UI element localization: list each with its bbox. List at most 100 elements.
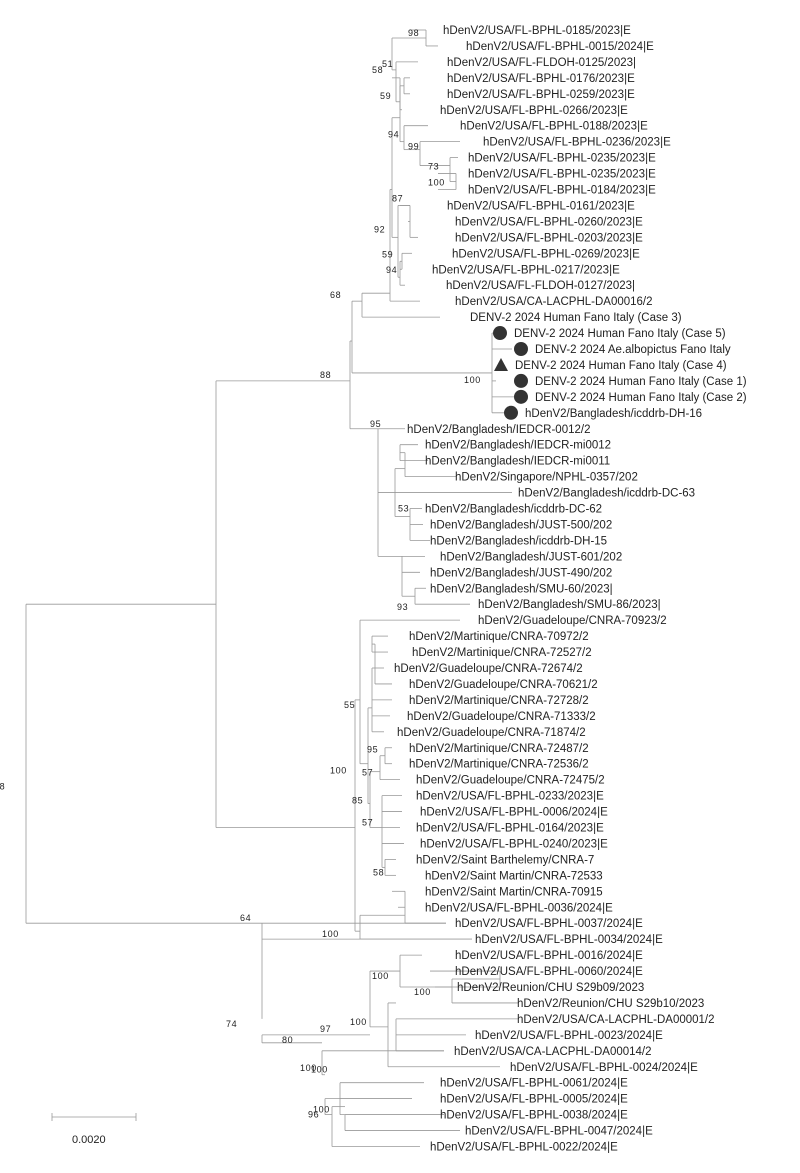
leaf-label: hDenV2/USA/FL-BPHL-0235/2023|E: [468, 153, 656, 165]
leaf-label: hDenV2/USA/FL-BPHL-0061/2024|E: [440, 1078, 628, 1090]
leaf-label: hDenV2/USA/FL-BPHL-0184/2023|E: [468, 185, 656, 197]
leaf-label: hDenV2/USA/FL-BPHL-0185/2023|E: [443, 25, 631, 37]
sample-markers: [493, 326, 528, 420]
leaf-label: DENV-2 2024 Human Fano Italy (Case 3): [470, 312, 682, 324]
circle-marker-icon: [514, 342, 528, 356]
leaf-label: hDenV2/Martinique/CNRA-72536/2: [409, 759, 589, 771]
leaf-label: hDenV2/Guadeloupe/CNRA-71333/2: [407, 711, 596, 723]
leaf-label: DENV-2 2024 Ae.albopictus Fano Italy: [535, 344, 731, 356]
bootstrap-value: 58: [373, 867, 384, 877]
bootstrap-value: 95: [367, 745, 378, 755]
bootstrap-value: 100: [311, 1065, 328, 1075]
leaf-label: hDenV2/Bangladesh/icddrb-DC-63: [518, 488, 695, 500]
leaf-label: hDenV2/USA/CA-LACPHL-DA00014/2: [454, 1046, 652, 1058]
bootstrap-value: 57: [362, 768, 373, 778]
leaf-label: hDenV2/Bangladesh/JUST-490/202: [430, 567, 612, 579]
leaf-label: hDenV2/USA/FL-BPHL-0266/2023|E: [440, 105, 628, 117]
leaf-label: hDenV2/Bangladesh/IEDCR-mi0012: [425, 440, 611, 452]
leaf-label: hDenV2/USA/FL-BPHL-0260/2023|E: [455, 216, 643, 228]
leaf-label: DENV-2 2024 Human Fano Italy (Case 5): [514, 328, 726, 340]
leaf-label: hDenV2/Saint Martin/CNRA-72533: [425, 870, 603, 882]
leaf-label: hDenV2/USA/FL-BPHL-0240/2023|E: [420, 838, 608, 850]
bootstrap-value: 94: [386, 265, 397, 275]
bootstrap-value: 95: [370, 419, 381, 429]
leaf-label: hDenV2/Reunion/CHU S29b10/2023: [517, 998, 704, 1010]
leaf-label: hDenV2/Guadeloupe/CNRA-71874/2: [397, 727, 586, 739]
bootstrap-value: 73: [428, 162, 439, 172]
leaf-label: hDenV2/Guadeloupe/CNRA-70923/2: [478, 615, 667, 627]
leaf-label: hDenV2/USA/FL-BPHL-0176/2023|E: [447, 73, 635, 85]
bootstrap-value: 100: [428, 178, 445, 188]
leaf-label: hDenV2/USA/FL-FLDOH-0127/2023|: [446, 280, 635, 292]
leaf-label: hDenV2/Bangladesh/SMU-86/2023|: [478, 599, 661, 611]
leaf-label: hDenV2/USA/FL-FLDOH-0125/2023|: [447, 57, 636, 69]
bootstrap-value: 100: [372, 971, 389, 981]
leaf-label: hDenV2/USA/FL-BPHL-0023/2024|E: [475, 1030, 663, 1042]
leaf-label: hDenV2/USA/FL-BPHL-0038/2024|E: [440, 1110, 628, 1122]
leaf-label: hDenV2/Martinique/CNRA-72728/2: [409, 695, 589, 707]
leaf-label: hDenV2/USA/FL-BPHL-0016/2024|E: [455, 950, 643, 962]
leaf-label: hDenV2/Guadeloupe/CNRA-72674/2: [394, 663, 583, 675]
leaf-label: hDenV2/USA/FL-BPHL-0060/2024|E: [455, 966, 643, 978]
leaf-label: hDenV2/Guadeloupe/CNRA-70621/2: [409, 679, 598, 691]
bootstrap-value: 100: [322, 929, 339, 939]
bootstrap-value: 97: [320, 1024, 331, 1034]
bootstrap-value: 68: [330, 290, 341, 300]
bootstrap-value: 64: [240, 913, 251, 923]
leaf-label: hDenV2/Reunion/CHU S29b09/2023: [457, 982, 644, 994]
bootstrap-value: 58: [372, 65, 383, 75]
bootstrap-value: 80: [282, 1035, 293, 1045]
bootstrap-value: 85: [352, 796, 363, 806]
leaf-label: hDenV2/USA/FL-BPHL-0217/2023|E: [432, 264, 620, 276]
leaf-label: hDenV2/Guadeloupe/CNRA-72475/2: [416, 775, 605, 787]
leaf-label: hDenV2/Martinique/CNRA-72527/2: [412, 647, 592, 659]
bootstrap-value: 59: [380, 91, 391, 101]
leaf-label: hDenV2/USA/FL-BPHL-0037/2024|E: [455, 918, 643, 930]
leaf-label: hDenV2/USA/FL-BPHL-0015/2024|E: [466, 41, 654, 53]
bootstrap-value: 100: [464, 375, 481, 385]
bootstrap-value: 55: [344, 700, 355, 710]
leaf-label: hDenV2/USA/FL-BPHL-0259/2023|E: [447, 89, 635, 101]
leaf-label: hDenV2/Bangladesh/icddrb-DH-15: [430, 535, 607, 547]
bootstrap-value: 100: [330, 766, 347, 776]
leaf-label: hDenV2/USA/FL-BPHL-0188/2023|E: [460, 121, 648, 133]
leaf-label: hDenV2/USA/FL-BPHL-0203/2023|E: [455, 232, 643, 244]
bootstrap-value: 99: [408, 142, 419, 152]
leaf-label: hDenV2/USA/FL-BPHL-0005/2024|E: [440, 1094, 628, 1106]
bootstrap-value: 57: [362, 818, 373, 828]
leaf-label: hDenV2/Bangladesh/JUST-601/202: [440, 551, 622, 563]
bootstrap-value: 100: [414, 987, 431, 997]
leaf-label: hDenV2/USA/FL-BPHL-0047/2024|E: [465, 1126, 653, 1138]
leaf-label: hDenV2/Bangladesh/icddrb-DC-62: [425, 504, 602, 516]
leaf-label: hDenV2/Bangladesh/SMU-60/2023|: [430, 583, 613, 595]
triangle-marker-icon: [494, 357, 508, 371]
leaf-label: hDenV2/USA/CA-LACPHL-DA00016/2: [455, 296, 653, 308]
bootstrap-value: 100: [350, 1017, 367, 1027]
circle-marker-icon: [514, 373, 528, 388]
leaf-labels: hDenV2/USA/FL-BPHL-0185/2023|E hDenV2/USA…: [394, 25, 747, 1154]
bootstrap-value: 93: [397, 602, 408, 612]
leaf-label: hDenV2/USA/FL-BPHL-0233/2023|E: [416, 791, 604, 803]
bootstrap-value: 87: [392, 193, 403, 203]
bootstrap-value: 59: [382, 249, 393, 259]
leaf-label: hDenV2/Martinique/CNRA-72487/2: [409, 743, 589, 755]
circle-marker-icon: [514, 389, 528, 404]
bootstrap-value: 100: [313, 1105, 330, 1115]
circle-marker-icon: [504, 405, 518, 420]
leaf-label: hDenV2/USA/FL-BPHL-0022/2024|E: [430, 1142, 618, 1154]
leaf-label: hDenV2/Saint Barthelemy/CNRA-7: [416, 854, 594, 866]
leaf-label: hDenV2/USA/FL-BPHL-0161/2023|E: [447, 200, 635, 212]
leaf-label: DENV-2 2024 Human Fano Italy (Case 4): [515, 360, 727, 372]
leaf-label: hDenV2/USA/FL-BPHL-0036/2024|E: [425, 902, 613, 914]
bootstrap-value: 94: [388, 130, 399, 140]
scale-bar: 0.0020: [51, 1113, 137, 1146]
bootstrap-labels: 9859515810073999487599492681005393958855…: [0, 28, 481, 1120]
leaf-label: hDenV2/USA/FL-BPHL-0236/2023|E: [483, 137, 671, 149]
leaf-label: DENV-2 2024 Human Fano Italy (Case 1): [535, 376, 747, 388]
leaf-label: hDenV2/USA/FL-BPHL-0235/2023|E: [468, 169, 656, 181]
bootstrap-value: 98: [408, 28, 419, 38]
circle-marker-icon: [493, 326, 507, 341]
leaf-label: hDenV2/Bangladesh/IEDCR-0012/2: [407, 424, 590, 436]
leaf-label: hDenV2/USA/FL-BPHL-0024/2024|E: [510, 1062, 698, 1074]
